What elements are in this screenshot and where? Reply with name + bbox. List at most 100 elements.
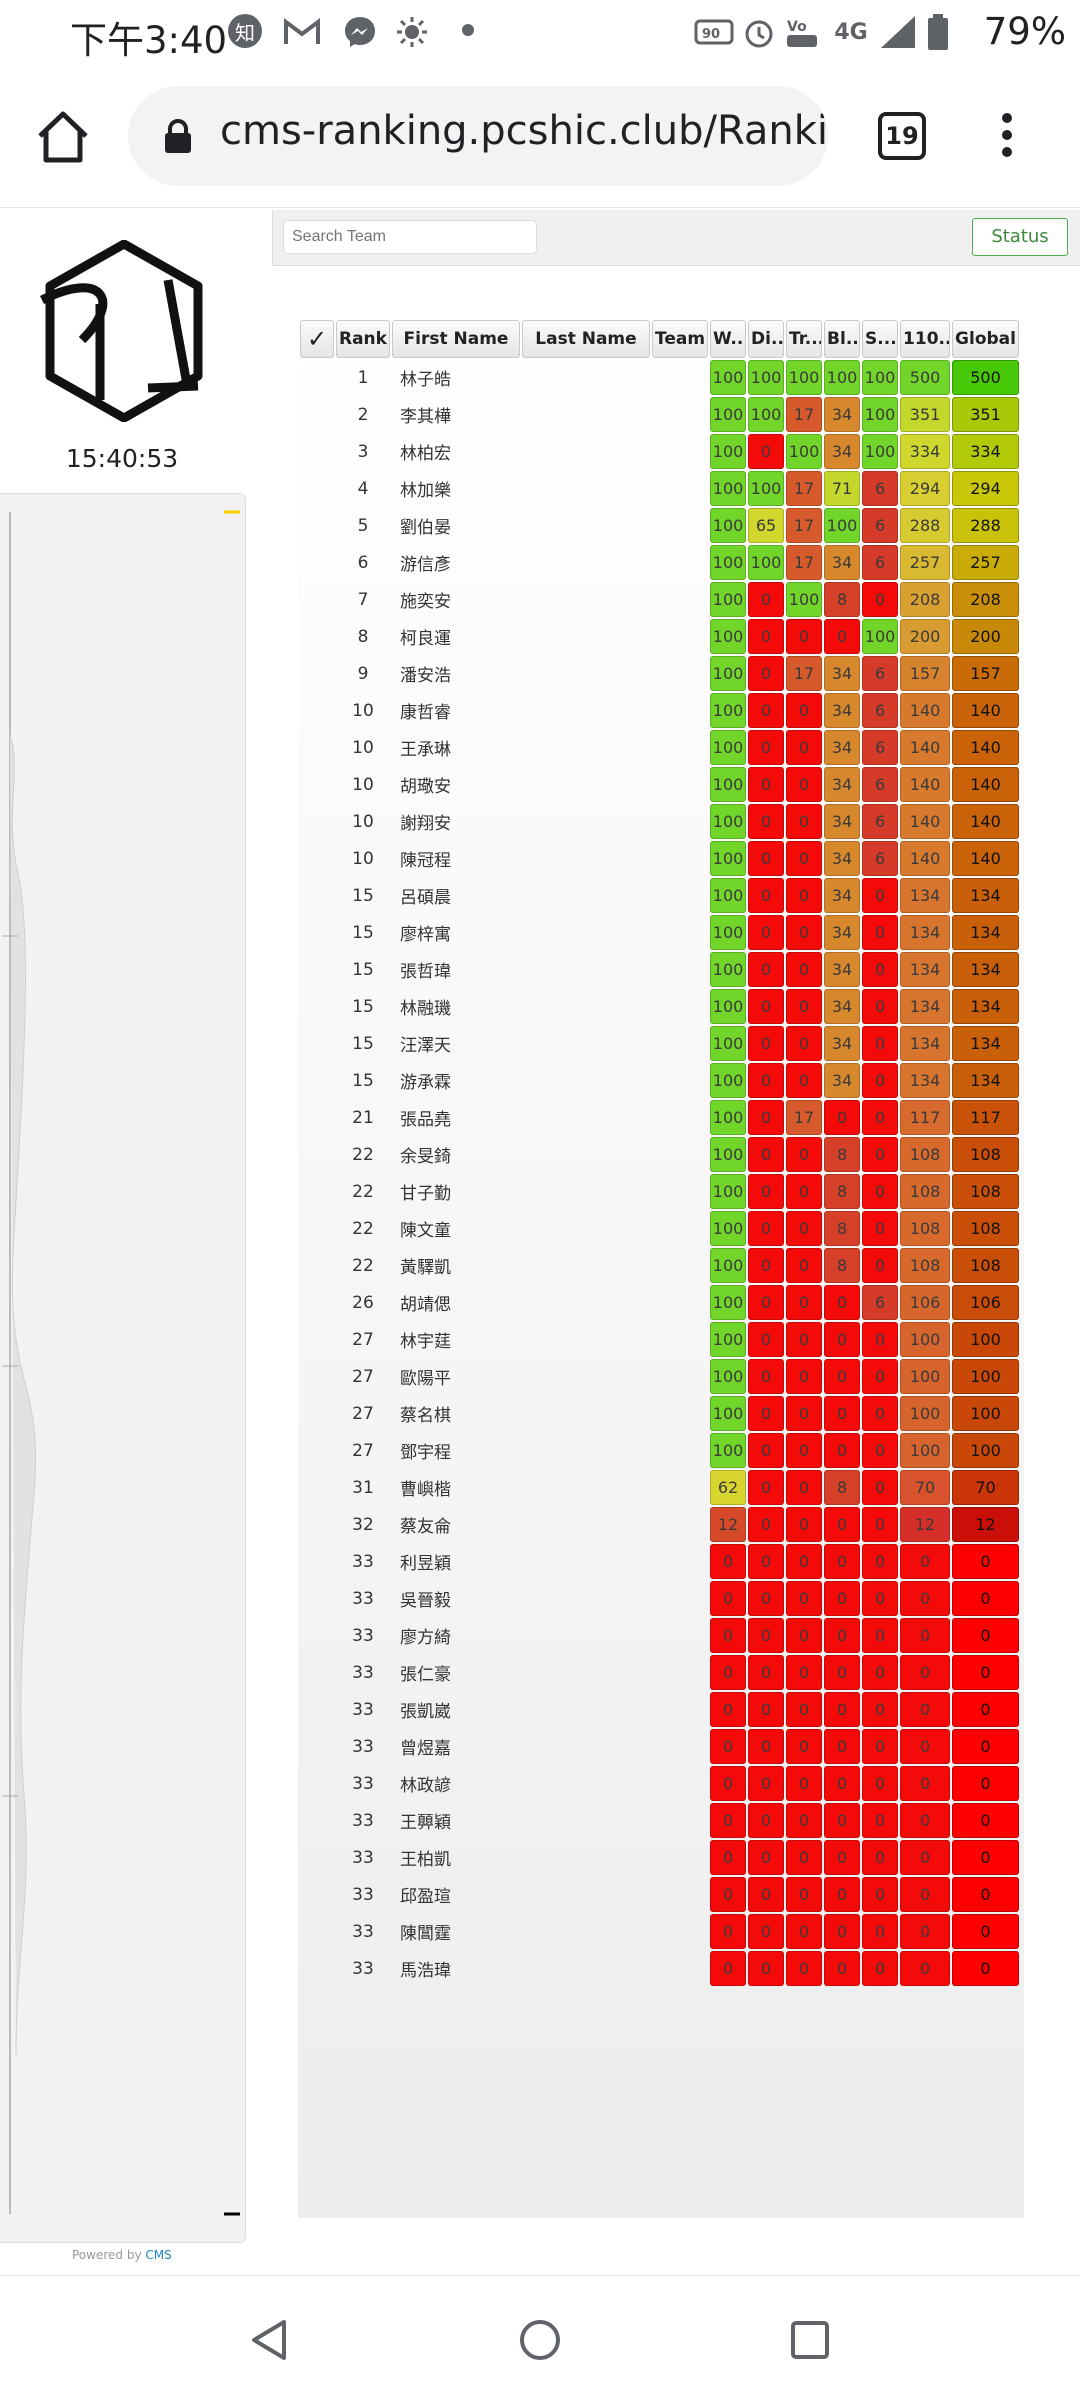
header-task-bl[interactable]: Bl... bbox=[824, 320, 861, 358]
row-select-cell bbox=[300, 434, 334, 469]
team-cell bbox=[652, 841, 708, 876]
home-icon[interactable] bbox=[34, 108, 92, 166]
table-row[interactable]: 10 康哲睿 100 0 0 34 6 140 140 bbox=[300, 693, 1019, 728]
team-cell bbox=[652, 1803, 708, 1838]
table-row[interactable]: 33 邱盈瑄 0 0 0 0 0 0 0 bbox=[300, 1877, 1019, 1912]
row-select-cell bbox=[300, 619, 334, 654]
task-score-cell: 0 bbox=[748, 804, 785, 839]
table-row[interactable]: 10 陳冠程 100 0 0 34 6 140 140 bbox=[300, 841, 1019, 876]
table-row[interactable]: 7 施奕安 100 0 100 8 0 208 208 bbox=[300, 582, 1019, 617]
header-last-name[interactable]: Last Name bbox=[521, 320, 650, 358]
task-score-cell: 0 bbox=[862, 1803, 899, 1838]
header-task-w[interactable]: W... bbox=[710, 320, 747, 358]
tab-switcher-button[interactable]: 19 bbox=[878, 112, 926, 160]
header-first-name[interactable]: First Name bbox=[391, 320, 520, 358]
row-select-cell bbox=[300, 1100, 334, 1135]
header-global[interactable]: Global bbox=[952, 320, 1019, 358]
table-row[interactable]: 22 黃驛凱 100 0 0 8 0 108 108 bbox=[300, 1248, 1019, 1283]
table-row[interactable]: 10 謝翔安 100 0 0 34 6 140 140 bbox=[300, 804, 1019, 839]
rank-cell: 33 bbox=[352, 1699, 374, 1720]
contest-clock: 15:40:53 bbox=[65, 444, 179, 473]
contest-score-cell: 108 bbox=[900, 1211, 951, 1246]
task-score-cell: 34 bbox=[824, 804, 861, 839]
table-row[interactable]: 15 呂碩晨 100 0 0 34 0 134 134 bbox=[300, 878, 1019, 913]
global-score-cell: 294 bbox=[952, 471, 1019, 506]
last-name-cell bbox=[522, 1248, 650, 1283]
table-row[interactable]: 33 王顨穎 0 0 0 0 0 0 0 bbox=[300, 1803, 1019, 1838]
table-row[interactable]: 21 張品堯 100 0 17 0 0 117 117 bbox=[300, 1100, 1019, 1135]
rank-cell: 27 bbox=[352, 1440, 374, 1461]
task-score-cell: 100 bbox=[748, 360, 785, 395]
table-row[interactable]: 33 馬浩瑋 0 0 0 0 0 0 0 bbox=[300, 1951, 1019, 1986]
task-score-cell: 0 bbox=[748, 434, 785, 469]
task-score-cell: 0 bbox=[862, 1729, 899, 1764]
table-row[interactable]: 15 汪澤天 100 0 0 34 0 134 134 bbox=[300, 1026, 1019, 1061]
row-select-cell bbox=[300, 1137, 334, 1172]
table-row[interactable]: 9 潘安浩 100 0 17 34 6 157 157 bbox=[300, 656, 1019, 691]
header-task-s[interactable]: S... bbox=[862, 320, 899, 358]
table-row[interactable]: 27 林宇莛 100 0 0 0 0 100 100 bbox=[300, 1322, 1019, 1357]
header-contest-total[interactable]: 110... bbox=[900, 320, 951, 358]
status-button[interactable]: Status bbox=[972, 218, 1068, 256]
table-row[interactable]: 33 廖方綺 0 0 0 0 0 0 0 bbox=[300, 1618, 1019, 1653]
table-row[interactable]: 8 柯良運 100 0 0 0 100 200 200 bbox=[300, 619, 1019, 654]
row-select-cell bbox=[300, 1766, 334, 1801]
table-row[interactable]: 33 張凱崴 0 0 0 0 0 0 0 bbox=[300, 1692, 1019, 1727]
task-score-cell: 0 bbox=[748, 656, 785, 691]
global-score-cell: 288 bbox=[952, 508, 1019, 543]
header-rank[interactable]: Rank bbox=[336, 320, 390, 358]
global-score-cell: 140 bbox=[952, 804, 1019, 839]
table-row[interactable]: 15 林融璣 100 0 0 34 0 134 134 bbox=[300, 989, 1019, 1024]
table-row[interactable]: 33 曾煜嘉 0 0 0 0 0 0 0 bbox=[300, 1729, 1019, 1764]
table-row[interactable]: 15 張哲瑋 100 0 0 34 0 134 134 bbox=[300, 952, 1019, 987]
header-task-tr[interactable]: Tr... bbox=[786, 320, 823, 358]
contest-score-cell: 0 bbox=[900, 1655, 951, 1690]
table-row[interactable]: 33 林政諺 0 0 0 0 0 0 0 bbox=[300, 1766, 1019, 1801]
address-bar[interactable]: cms-ranking.pcshic.club/Rankir bbox=[128, 86, 828, 186]
table-row[interactable]: 33 利昱穎 0 0 0 0 0 0 0 bbox=[300, 1544, 1019, 1579]
table-row[interactable]: 22 陳文童 100 0 0 8 0 108 108 bbox=[300, 1211, 1019, 1246]
table-row[interactable]: 32 蔡友侖 12 0 0 0 0 12 12 bbox=[300, 1507, 1019, 1542]
back-icon[interactable] bbox=[246, 2316, 294, 2364]
table-row[interactable]: 27 鄧宇程 100 0 0 0 0 100 100 bbox=[300, 1433, 1019, 1468]
table-row[interactable]: 27 蔡名棋 100 0 0 0 0 100 100 bbox=[300, 1396, 1019, 1431]
table-row[interactable]: 33 吳晉毅 0 0 0 0 0 0 0 bbox=[300, 1581, 1019, 1616]
recents-icon[interactable] bbox=[786, 2316, 834, 2364]
table-row[interactable]: 15 廖梓寓 100 0 0 34 0 134 134 bbox=[300, 915, 1019, 950]
table-row[interactable]: 22 余旻錡 100 0 0 8 0 108 108 bbox=[300, 1137, 1019, 1172]
header-team[interactable]: Team bbox=[651, 320, 709, 358]
table-row[interactable]: 26 胡靖偲 100 0 0 0 6 106 106 bbox=[300, 1285, 1019, 1320]
table-row[interactable]: 1 林子皓 100 100 100 100 100 500 500 bbox=[300, 360, 1019, 395]
contest-score-cell: 0 bbox=[900, 1729, 951, 1764]
header-task-di[interactable]: Di... bbox=[748, 320, 785, 358]
last-name-cell bbox=[522, 1211, 650, 1246]
table-row[interactable]: 6 游信彥 100 100 17 34 6 257 257 bbox=[300, 545, 1019, 580]
table-row[interactable]: 27 歐陽平 100 0 0 0 0 100 100 bbox=[300, 1359, 1019, 1394]
last-name-cell bbox=[522, 1285, 650, 1320]
row-select-cell bbox=[300, 656, 334, 691]
table-row[interactable]: 10 王承琳 100 0 0 34 6 140 140 bbox=[300, 730, 1019, 765]
search-team-input[interactable] bbox=[283, 220, 537, 254]
table-row[interactable]: 31 曹嶼楷 62 0 0 8 0 70 70 bbox=[300, 1470, 1019, 1505]
table-row[interactable]: 22 甘子勤 100 0 0 8 0 108 108 bbox=[300, 1174, 1019, 1209]
table-row[interactable]: 33 張仁豪 0 0 0 0 0 0 0 bbox=[300, 1655, 1019, 1690]
select-all-header[interactable]: ✓ bbox=[300, 320, 334, 358]
table-row[interactable]: 33 陳閶霆 0 0 0 0 0 0 0 bbox=[300, 1914, 1019, 1949]
task-score-cell: 100 bbox=[710, 1248, 747, 1283]
task-score-cell: 0 bbox=[824, 1507, 861, 1542]
home-circle-icon[interactable] bbox=[516, 2316, 564, 2364]
table-row[interactable]: 4 林加樂 100 100 17 71 6 294 294 bbox=[300, 471, 1019, 506]
more-options-icon[interactable] bbox=[994, 108, 1020, 164]
table-row[interactable]: 5 劉伯晏 100 65 17 100 6 288 288 bbox=[300, 508, 1019, 543]
team-cell bbox=[652, 1211, 708, 1246]
table-row[interactable]: 15 游承霖 100 0 0 34 0 134 134 bbox=[300, 1063, 1019, 1098]
global-score-cell: 100 bbox=[952, 1396, 1019, 1431]
table-row[interactable]: 2 李其樺 100 100 17 34 100 351 351 bbox=[300, 397, 1019, 432]
contest-score-cell: 108 bbox=[900, 1137, 951, 1172]
table-row[interactable]: 3 林柏宏 100 0 100 34 100 334 334 bbox=[300, 434, 1019, 469]
table-row[interactable]: 33 王柏凱 0 0 0 0 0 0 0 bbox=[300, 1840, 1019, 1875]
cms-link[interactable]: CMS bbox=[145, 2248, 172, 2262]
table-row[interactable]: 10 胡璥安 100 0 0 34 6 140 140 bbox=[300, 767, 1019, 802]
task-score-cell: 0 bbox=[710, 1914, 747, 1949]
rank-cell: 10 bbox=[352, 737, 374, 758]
